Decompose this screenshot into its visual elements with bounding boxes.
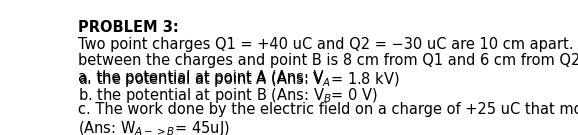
Text: a. the potential at point A (Ans: V$_A$= 1.8 kV): a. the potential at point A (Ans: V$_A$=… [77,70,399,89]
Text: c. The work done by the electric field on a charge of +25 uC that moves from A t: c. The work done by the electric field o… [77,102,578,117]
Text: between the charges and point B is 8 cm from Q1 and 6 cm from Q2. Calculate:: between the charges and point B is 8 cm … [77,53,578,68]
Text: b. the potential at point B (Ans: V$_B$= 0 V): b. the potential at point B (Ans: V$_B$=… [77,86,377,105]
Text: PROBLEM 3:: PROBLEM 3: [77,20,179,35]
Text: a. the potential at point A (Ans: V: a. the potential at point A (Ans: V [77,70,323,85]
Text: Two point charges Q1 = +40 uC and Q2 = −30 uC are 10 cm apart. Point A is midway: Two point charges Q1 = +40 uC and Q2 = −… [77,37,578,52]
Text: (Ans: W$_{A->B}$= 45uJ): (Ans: W$_{A->B}$= 45uJ) [77,119,229,135]
